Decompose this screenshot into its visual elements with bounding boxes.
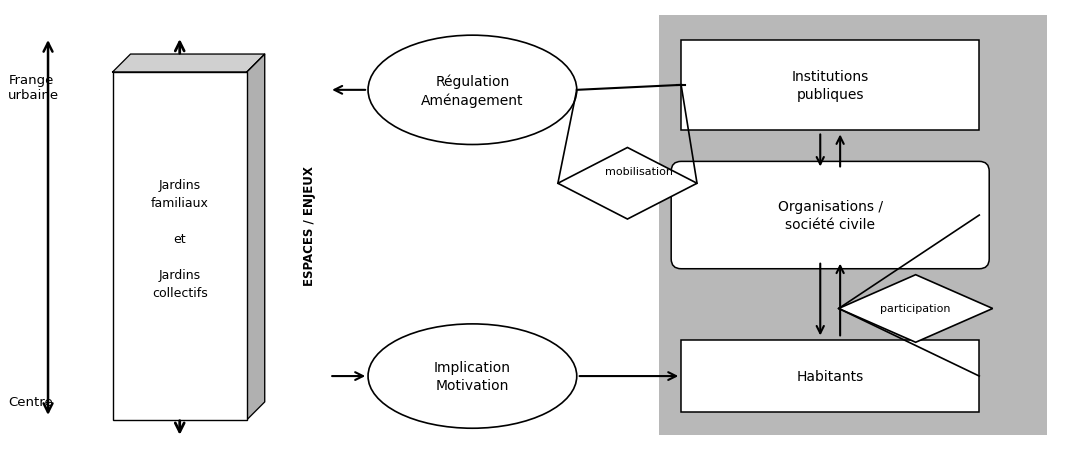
Text: Centre: Centre — [9, 396, 53, 409]
Polygon shape — [557, 148, 697, 220]
Polygon shape — [681, 341, 979, 412]
FancyBboxPatch shape — [671, 162, 989, 269]
Text: Implication
Motivation: Implication Motivation — [434, 360, 511, 392]
Text: Régulation
Aménagement: Régulation Aménagement — [421, 74, 524, 107]
Text: ESPACES / ENJEUX: ESPACES / ENJEUX — [303, 166, 316, 285]
Polygon shape — [113, 73, 246, 420]
Ellipse shape — [368, 36, 577, 145]
Text: Institutions
publiques: Institutions publiques — [792, 69, 868, 102]
Text: Jardins
familiaux

et

Jardins
collectifs: Jardins familiaux et Jardins collectifs — [151, 179, 209, 300]
Text: mobilisation: mobilisation — [606, 167, 674, 177]
Text: Organisations /
société civile: Organisations / société civile — [778, 199, 882, 232]
Ellipse shape — [368, 324, 577, 428]
Text: Frange
urbaine: Frange urbaine — [9, 74, 59, 101]
Polygon shape — [113, 55, 265, 73]
Polygon shape — [660, 16, 1047, 435]
Text: Habitants: Habitants — [796, 369, 864, 383]
Polygon shape — [681, 41, 979, 130]
Text: participation: participation — [880, 304, 951, 314]
Polygon shape — [246, 55, 265, 420]
Polygon shape — [838, 275, 993, 342]
